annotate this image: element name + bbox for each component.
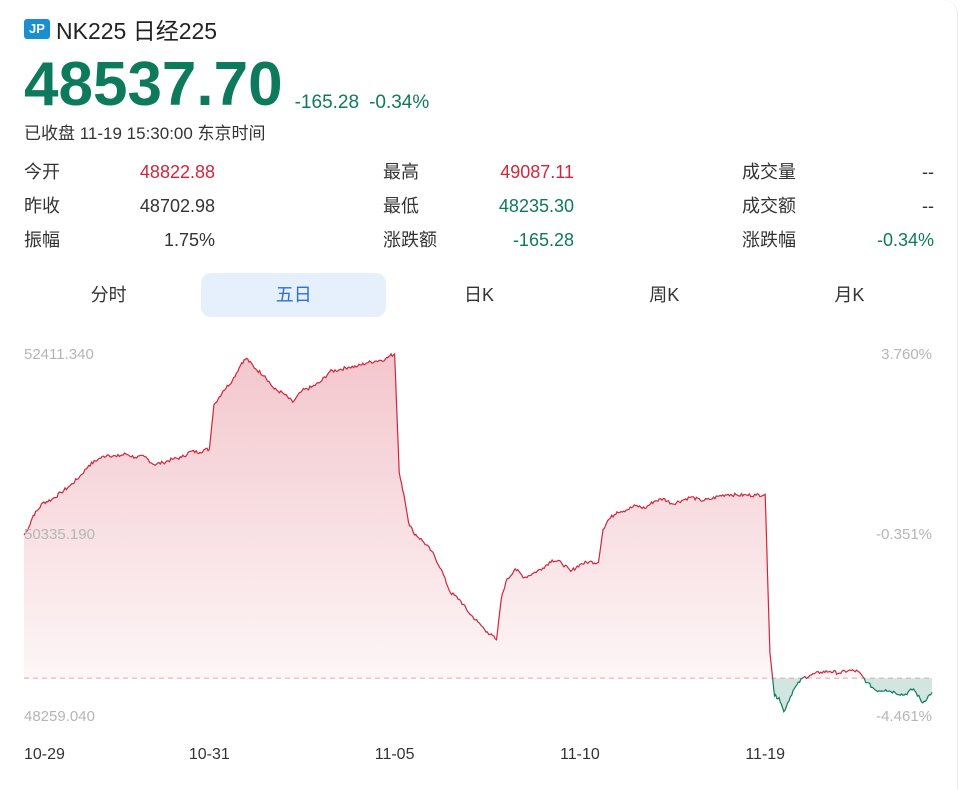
tab-intraday[interactable]: 分时: [90, 285, 127, 305]
stat-label: 成交额: [742, 196, 796, 216]
market-badge: JP: [24, 19, 50, 39]
y-tick-right: -0.351%: [876, 526, 932, 543]
x-tick-label: 10-29: [24, 746, 65, 763]
index-title: NK225 日经225: [56, 18, 218, 44]
price-line-up: [23, 352, 865, 679]
x-tick-label: 11-19: [745, 746, 785, 763]
stat-change-pct: 涨跌幅 -0.34%: [742, 228, 934, 252]
quote-header: JP NK225 日经225: [24, 12, 217, 46]
y-tick-left: 48259.040: [24, 708, 95, 725]
y-tick-right: 3.760%: [881, 346, 932, 363]
stat-turnover: 成交额 --: [742, 194, 934, 218]
price-row: 48537.70 -165.28 -0.34%: [24, 54, 429, 116]
tab-daily-k[interactable]: 日K: [464, 285, 495, 305]
stat-amplitude: 振幅 1.75%: [24, 228, 215, 252]
stat-label: 涨跌额: [383, 230, 437, 250]
tab-monthly-k[interactable]: 月K: [834, 285, 865, 305]
stat-prev-close: 昨收 48702.98: [24, 194, 215, 218]
stat-value: 49087.11: [500, 162, 574, 182]
stat-value: --: [922, 162, 934, 182]
price-change: -165.28: [294, 92, 360, 113]
stat-label: 成交量: [742, 162, 796, 182]
stat-value: -0.34%: [876, 230, 934, 250]
last-price: 48537.70: [24, 50, 283, 119]
stat-label: 涨跌幅: [742, 230, 796, 250]
y-tick-right: -4.461%: [876, 708, 932, 725]
area-above-baseline: [24, 353, 864, 679]
tab-weekly-k[interactable]: 周K: [649, 285, 680, 305]
stat-label: 最低: [383, 196, 419, 216]
y-tick-left: 52411.340: [24, 346, 94, 363]
y-tick-left: 50335.190: [24, 526, 95, 543]
stat-value: 48822.88: [139, 162, 215, 182]
stat-volume: 成交量 --: [742, 160, 934, 184]
stat-value: 48702.98: [139, 196, 215, 216]
five-day-price-chart[interactable]: 52411.340 50335.190 48259.040 3.760% -0.351%…: [0, 335, 958, 785]
stat-value: --: [922, 196, 934, 216]
x-tick-label: 10-31: [189, 746, 230, 763]
stat-high: 最高 49087.11: [383, 160, 574, 184]
price-change-pct: -0.34%: [369, 92, 430, 113]
stat-label: 振幅: [24, 230, 60, 250]
stat-low: 最低 48235.30: [383, 194, 574, 218]
stat-label: 最高: [383, 162, 419, 182]
stat-change: 涨跌额 -165.28: [383, 228, 574, 252]
price-line-down: [772, 678, 933, 713]
stat-label: 昨收: [24, 196, 60, 216]
market-status: 已收盘 11-19 15:30:00 东京时间: [24, 124, 266, 143]
tab-five-day[interactable]: 五日: [201, 273, 387, 317]
stat-value: 1.75%: [163, 230, 215, 250]
stat-open: 今开 48822.88: [24, 160, 215, 184]
stat-label: 今开: [24, 162, 60, 182]
stat-value: 48235.30: [498, 196, 574, 216]
x-tick-label: 11-05: [375, 746, 415, 763]
stat-value: -165.28: [512, 230, 574, 250]
period-tabs: 分时 五日 日K 周K 月K: [16, 273, 942, 317]
x-tick-label: 11-10: [560, 746, 600, 763]
